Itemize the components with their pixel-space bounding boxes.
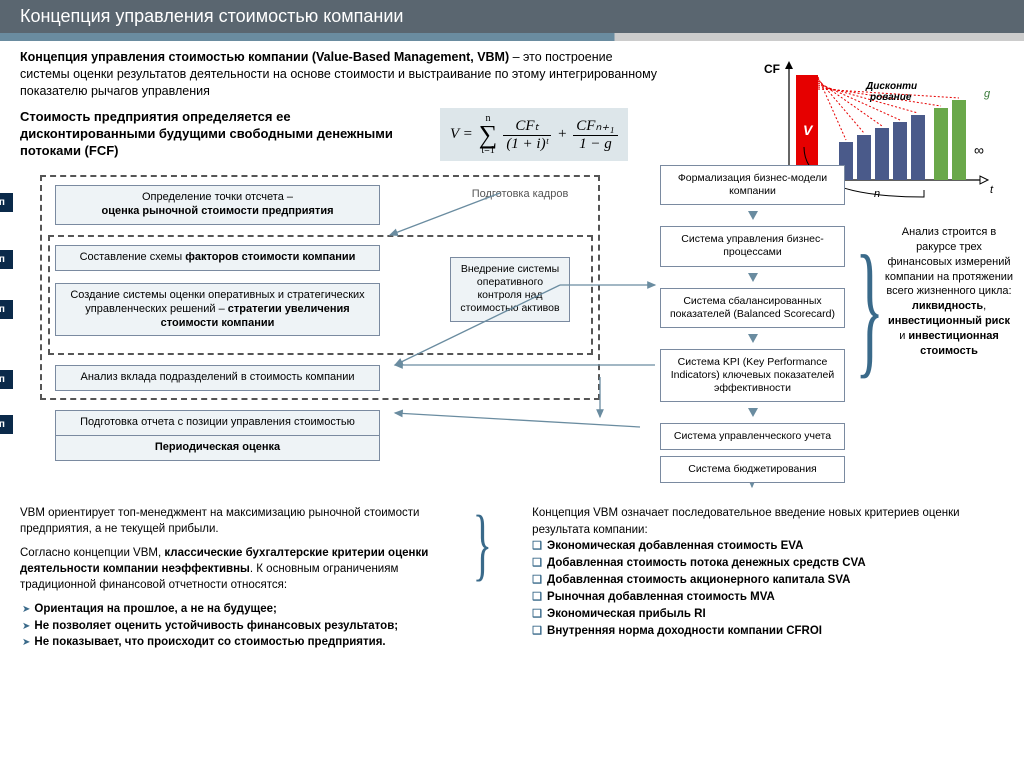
r3: Система сбалансированных показателей (Ba… xyxy=(660,288,845,328)
svg-text:CF: CF xyxy=(764,62,780,76)
periodic-box: Периодическая оценка xyxy=(55,435,380,461)
r2: Система управления бизнес-процессами xyxy=(660,226,845,266)
arrow-icon xyxy=(748,273,758,282)
stage-3-label: 3 Этап xyxy=(0,300,13,319)
bottom-left: VBM ориентирует топ-менеджмент на максим… xyxy=(20,505,443,650)
fcf-text: Стоимость предприятия определяется ее ди… xyxy=(20,109,420,160)
page-header: Концепция управления стоимостью компании xyxy=(0,0,1024,33)
kadr-label: Подготовка кадров xyxy=(450,183,590,207)
control-box: Внедрение системы оперативного контроля … xyxy=(450,257,570,322)
bottom-section: VBM ориентирует топ-менеджмент на максим… xyxy=(0,495,1024,660)
stage-1-label: 1 Этап xyxy=(0,193,13,212)
svg-text:∞: ∞ xyxy=(974,142,984,158)
step-5: Подготовка отчета с позиции управления с… xyxy=(55,410,380,436)
brace-middle: } xyxy=(473,505,502,650)
title: Концепция управления стоимостью компании xyxy=(20,6,403,26)
header-stripe xyxy=(0,33,1024,41)
r1: Формализация бизнес-модели компании xyxy=(660,165,845,205)
stage-5-label: 5 Этап xyxy=(0,415,13,434)
stage-4-label: 4 Этап xyxy=(0,370,13,389)
svg-text:Дисконти: Дисконти xyxy=(865,81,917,92)
step-1: Определение точки отсчета –оценка рыночн… xyxy=(55,185,380,225)
main-diagram: 1 Этап 2 Этап 3 Этап 4 Этап 5 Этап Опред… xyxy=(0,165,1024,495)
bottom-right: Концепция VBM означает последовательное … xyxy=(532,505,1004,650)
brace-icon: } xyxy=(855,223,884,396)
r5: Система управленческого учета xyxy=(660,423,845,450)
intro-text: Концепция управления стоимостью компании… xyxy=(0,41,680,104)
formula: V = n∑t=1 CFₜ(1 + i)ᵗ + CFₙ₊₁1 − g xyxy=(440,108,628,161)
right-column: Формализация бизнес-модели компании Сист… xyxy=(660,165,845,483)
step-3: Создание системы оценки оперативных и ст… xyxy=(55,283,380,336)
step-4: Анализ вклада подразделений в стоимость … xyxy=(55,365,380,391)
svg-text:рование: рование xyxy=(869,92,912,103)
svg-text:g: g xyxy=(984,88,991,100)
step-2: Составление схемы факторов стоимости ком… xyxy=(55,245,380,271)
arrow-icon xyxy=(748,408,758,417)
arrow-icon xyxy=(748,211,758,220)
arrow-icon xyxy=(748,334,758,343)
analysis-text: Анализ строится в ракурсе трех финансовы… xyxy=(884,225,1014,359)
stage-2-label: 2 Этап xyxy=(0,250,13,269)
r6: Система бюджетирования xyxy=(660,456,845,483)
r4: Система KPI (Key Performance Indicators)… xyxy=(660,349,845,402)
